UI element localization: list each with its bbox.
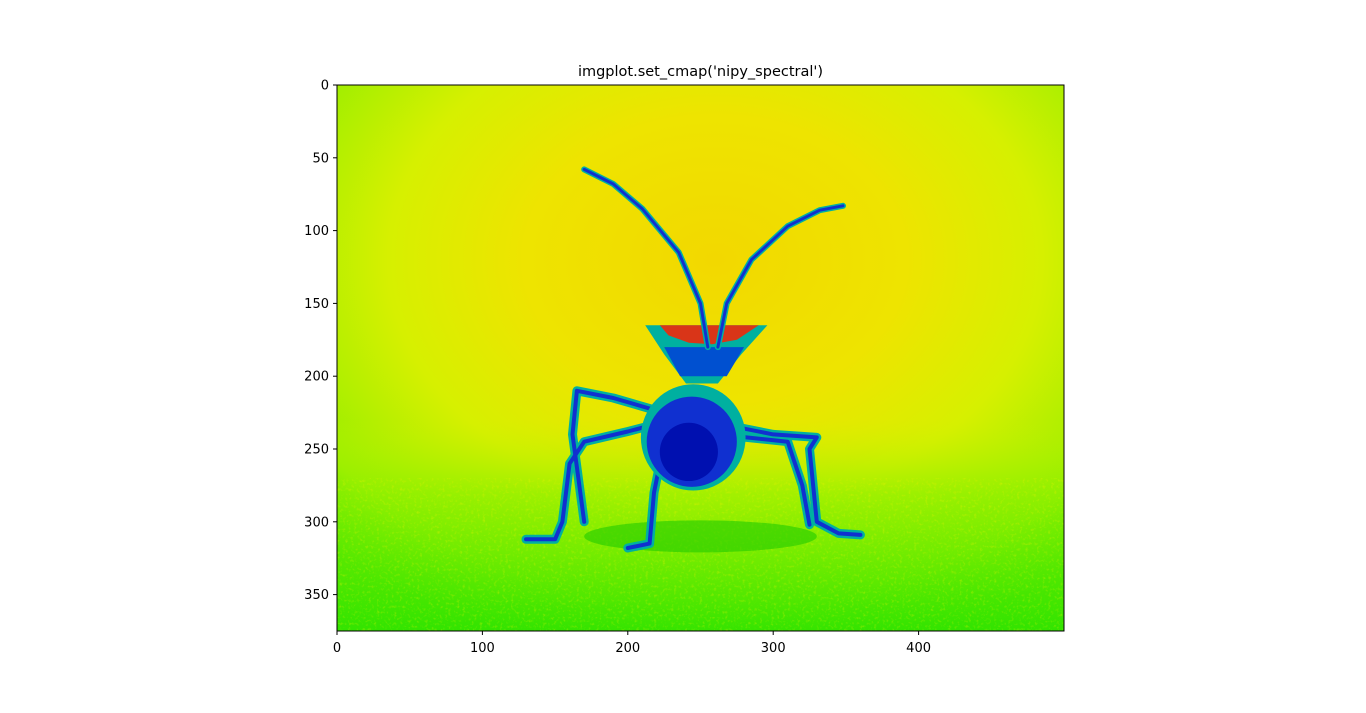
x-axis: 0 100 200 300 400 [333,631,931,656]
image-layer [337,85,1064,631]
y-tick-label: 350 [304,588,329,603]
head [664,347,745,377]
shadow [584,520,817,553]
axes-frame [336,84,1065,632]
y-tick-label: 50 [312,151,329,166]
x-tick-label: 300 [761,641,786,656]
leg-0 [524,410,703,542]
x-tick-label: 200 [615,641,640,656]
y-tick-label: 300 [304,515,329,530]
chart-title: imgplot.set_cmap('nipy_spectral') [578,64,823,80]
y-tick-label: 150 [304,297,329,312]
x-tick-label: 400 [906,641,931,656]
ground-texture [337,478,1064,631]
abdomen-dark [659,422,718,482]
y-tick-label: 250 [304,443,329,458]
antenna-right [716,204,845,349]
y-tick-label: 0 [321,79,329,94]
y-axis: 0 50 100 150 200 250 300 350 [304,79,337,603]
leg-4 [715,432,812,527]
y-tick-label: 200 [304,370,329,385]
y-tick-label: 100 [304,224,329,239]
x-tick-label: 100 [470,641,495,656]
antenna-left [582,167,710,349]
x-tick-label: 0 [333,641,341,656]
leg-3 [713,420,863,537]
pronotum-highlight [659,325,759,345]
leg-1 [570,388,681,524]
insect [521,166,865,553]
